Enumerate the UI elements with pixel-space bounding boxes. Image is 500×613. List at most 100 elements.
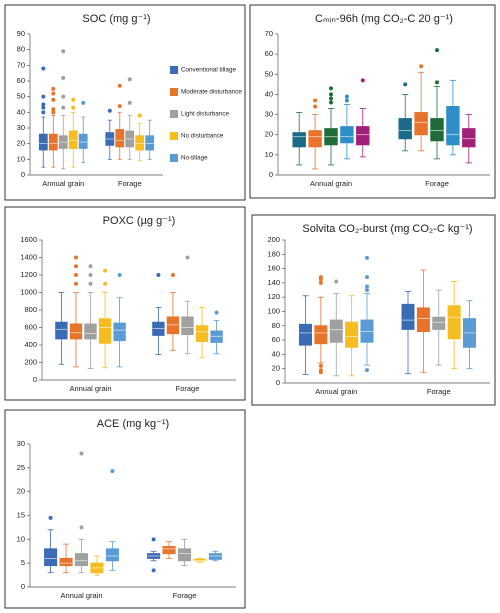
y-tick-label: 1000 [20, 287, 37, 296]
legend-swatch [170, 110, 178, 118]
box [181, 316, 194, 335]
outlier [41, 94, 46, 99]
box [84, 323, 97, 340]
y-tick-label: 25 [17, 463, 25, 472]
y-tick-label: 200 [267, 235, 280, 244]
x-tick-label: Forage [173, 591, 197, 600]
box [166, 316, 180, 335]
x-tick-label: Forage [118, 179, 142, 188]
outlier [61, 105, 66, 110]
outlier [79, 525, 84, 530]
outlier [329, 100, 333, 105]
chart-title: ACE (mg kg⁻¹) [97, 418, 169, 430]
outlier [360, 78, 365, 83]
y-tick-label: 90 [17, 29, 25, 38]
outlier [127, 100, 132, 105]
y-tick-label: 70 [265, 29, 273, 38]
box [292, 132, 306, 148]
outlier [41, 105, 46, 110]
box [115, 129, 125, 148]
box [55, 321, 68, 340]
box [98, 318, 112, 344]
outlier [329, 86, 333, 91]
outlier [88, 264, 93, 269]
outlier [344, 98, 349, 103]
x-tick-label: Annual grain [69, 384, 111, 393]
outlier [41, 102, 46, 107]
x-tick-label: Annual grain [315, 387, 357, 396]
y-tick-label: 800 [24, 305, 37, 314]
y-tick-label: 10 [17, 154, 25, 163]
chart-title: Cₘᵢₙ-96h (mg CO₂-C 20 g⁻¹) [315, 13, 453, 25]
box [446, 106, 460, 146]
y-tick-label: 20 [265, 130, 273, 139]
outlier [334, 279, 339, 284]
outlier [51, 97, 56, 102]
legend-swatch [170, 154, 178, 162]
panel [4, 206, 246, 401]
outlier [51, 107, 56, 112]
outlier [313, 104, 318, 109]
y-tick-label: 40 [17, 107, 25, 116]
outlier [71, 105, 76, 110]
outlier [344, 94, 349, 99]
y-tick-label: 20 [17, 139, 25, 148]
box [105, 548, 119, 562]
y-tick-label: 60 [265, 49, 273, 58]
y-tick-label: 80 [272, 321, 280, 330]
outlier [151, 537, 156, 542]
box [414, 112, 428, 136]
box [299, 323, 312, 346]
y-tick-label: 50 [17, 92, 25, 101]
outlier [318, 368, 323, 373]
y-tick-label: 0 [21, 582, 25, 591]
outlier [103, 268, 108, 273]
box [329, 319, 343, 343]
outlier [318, 275, 323, 280]
y-tick-label: 5 [21, 558, 25, 567]
y-tick-label: 30 [265, 110, 273, 119]
outlier [71, 97, 76, 102]
y-tick-label: 1200 [20, 270, 37, 279]
outlier [137, 113, 142, 118]
legend-label: Light disturbance [181, 111, 229, 118]
outlier [318, 363, 323, 368]
y-tick-label: 30 [17, 123, 25, 132]
outlier [79, 451, 84, 456]
outlier [51, 86, 56, 91]
y-tick-label: 0 [33, 375, 37, 384]
box [59, 557, 73, 567]
box [152, 321, 165, 336]
box [48, 133, 58, 151]
y-tick-label: 0 [276, 378, 280, 387]
box [345, 321, 359, 348]
box [308, 130, 322, 148]
box [430, 118, 444, 142]
outlier [365, 284, 369, 289]
outlier [61, 94, 66, 99]
outlier [313, 98, 318, 103]
y-tick-label: 1600 [20, 235, 37, 244]
outlier [41, 66, 46, 71]
box [68, 130, 78, 149]
panel [251, 214, 496, 406]
outlier [419, 64, 424, 69]
outlier [48, 515, 53, 520]
y-tick-label: 0 [269, 170, 273, 179]
x-tick-label: Annual grain [42, 179, 84, 188]
y-tick-label: 70 [17, 60, 25, 69]
outlier [73, 273, 78, 277]
y-tick-label: 20 [272, 364, 280, 373]
y-tick-label: 60 [272, 335, 280, 344]
box [74, 553, 89, 567]
y-tick-label: 60 [17, 76, 25, 85]
box [113, 322, 126, 342]
y-tick-label: 50 [265, 69, 273, 78]
box [44, 548, 58, 567]
y-tick-label: 100 [267, 306, 280, 315]
y-tick-label: 40 [272, 349, 280, 358]
y-tick-label: 10 [265, 150, 273, 159]
box [210, 330, 223, 343]
outlier [51, 110, 56, 115]
